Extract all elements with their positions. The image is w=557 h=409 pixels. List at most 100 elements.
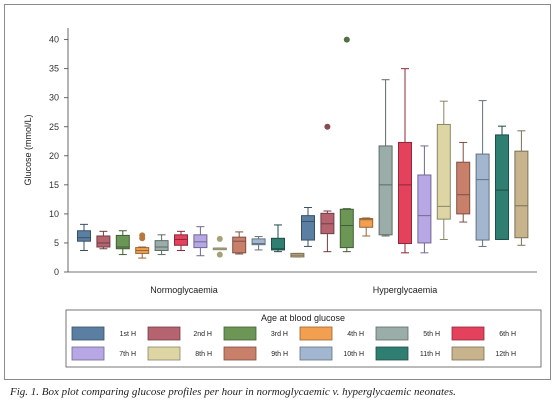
legend-item-10thh: 10th H <box>299 346 364 361</box>
box-hyperglycaemia-11thh <box>495 125 509 240</box>
box-iqr <box>436 123 451 220</box>
legend-label: 1st H <box>120 331 136 338</box>
outlier-point <box>139 232 146 239</box>
box-hyperglycaemia-4thh <box>359 217 374 237</box>
legend-swatch <box>375 346 409 361</box>
legend-swatch <box>147 346 181 361</box>
y-tick-label: 25 <box>49 122 59 132</box>
legend-item-1sth: 1st H <box>71 326 136 341</box>
legend-items: 1st H 2nd H 3rd H 4th H 5th H 6th H 7th H 8th H… <box>71 326 516 361</box>
legend-label: 5th H <box>423 331 440 338</box>
box-iqr <box>96 235 111 248</box>
legend-swatch <box>451 326 485 341</box>
legend-swatch <box>71 346 105 361</box>
outlier-point <box>343 36 350 43</box>
box-iqr <box>398 141 412 245</box>
legend-item-6thh: 6th H <box>451 326 516 341</box>
box-normoglycaemia-4thh <box>135 232 150 259</box>
box-hyperglycaemia-7thh <box>417 145 432 254</box>
box-iqr <box>301 215 315 241</box>
box-normoglycaemia-1sth <box>77 223 91 252</box>
y-tick-label: 20 <box>49 151 59 161</box>
y-tick-label: 0 <box>54 267 59 277</box>
box-hyperglycaemia-5thh <box>378 79 393 237</box>
legend-label: 10th H <box>343 351 364 358</box>
box-iqr <box>115 234 130 250</box>
box-hyperglycaemia-8thh <box>436 100 451 240</box>
legend-item-7thh: 7th H <box>71 346 136 361</box>
box-normoglycaemia-11thh <box>271 224 285 253</box>
legend-label: 6th H <box>499 331 516 338</box>
box-normoglycaemia-7thh <box>193 226 208 257</box>
outlier-point <box>324 123 331 130</box>
box-iqr <box>193 234 208 249</box>
box-iqr <box>174 234 188 246</box>
legend-item-11thh: 11th H <box>375 346 440 361</box>
legend-item-5thh: 5th H <box>375 326 440 341</box>
box-iqr <box>475 153 490 241</box>
legend-swatch <box>299 346 333 361</box>
figure-caption: Fig. 1. Box plot comparing glucose profi… <box>10 386 456 398</box>
group-label-normoglycaemia: Normoglycaemia <box>150 285 218 295</box>
y-axis-label: Glucose (mmol/L) <box>23 114 33 185</box>
legend-title: Age at blood glucose <box>261 313 345 323</box>
box-hyperglycaemia-10thh <box>475 100 490 247</box>
box-hyperglycaemia-9thh <box>456 141 471 223</box>
box-hyperglycaemia-3rdh <box>339 36 354 253</box>
y-tick-label: 5 <box>54 238 59 248</box>
legend-swatch <box>375 326 409 341</box>
group-label-hyperglycaemia: Hyperglycaemia <box>373 285 438 295</box>
box-iqr <box>271 237 285 251</box>
outlier-point <box>216 251 223 258</box>
box-hyperglycaemia-6thh <box>398 68 412 254</box>
legend-item-8thh: 8th H <box>147 346 212 361</box>
y-tick-label: 40 <box>49 35 59 45</box>
box-iqr <box>251 238 266 246</box>
box-normoglycaemia-8thh <box>212 235 227 258</box>
legend-item-4thh: 4th H <box>299 326 364 341</box>
legend: Age at blood glucose 1st H 2nd H 3rd H 4th … <box>65 309 542 368</box>
legend-item-3rdh: 3rd H <box>223 326 288 341</box>
box-normoglycaemia-3rdh <box>115 230 130 256</box>
box-normoglycaemia-9thh <box>232 231 247 255</box>
legend-label: 12th H <box>495 351 516 358</box>
legend-swatch <box>451 346 485 361</box>
box-hyperglycaemia-1sth <box>301 207 315 247</box>
box-iqr <box>417 174 432 244</box>
box-iqr <box>339 208 354 249</box>
y-ticks: 0 5 10 15 20 25 30 35 40 <box>49 35 68 277</box>
boxes <box>77 36 529 259</box>
legend-swatch <box>147 326 181 341</box>
box-normoglycaemia-10thh <box>251 236 266 251</box>
y-tick-label: 10 <box>49 209 59 219</box>
box-iqr <box>514 150 529 239</box>
box-iqr <box>456 161 471 215</box>
y-tick-label: 35 <box>49 64 59 74</box>
legend-label: 11th H <box>420 351 440 358</box>
box-iqr <box>154 240 169 252</box>
legend-label: 7th H <box>119 351 136 358</box>
box-normoglycaemia-12thh <box>290 252 305 258</box>
box-hyperglycaemia-2ndh <box>320 123 335 253</box>
legend-label: 8th H <box>195 351 212 358</box>
box-iqr <box>77 230 91 242</box>
legend-item-12thh: 12th H <box>451 346 516 361</box>
box-normoglycaemia-2ndh <box>96 230 111 250</box>
legend-swatch <box>223 326 257 341</box>
box-normoglycaemia-6thh <box>174 230 188 252</box>
legend-item-9thh: 9th H <box>223 346 288 361</box>
outlier-point <box>216 235 223 242</box>
group-labels: Normoglycaemia Hyperglycaemia <box>150 285 437 295</box>
legend-swatch <box>71 326 105 341</box>
legend-label: 2nd H <box>193 331 212 338</box>
legend-label: 9th H <box>271 351 288 358</box>
box-hyperglycaemia-12thh <box>514 130 529 246</box>
legend-label: 4th H <box>347 331 364 338</box>
y-tick-label: 30 <box>49 93 59 103</box>
box-iqr <box>378 145 393 236</box>
legend-swatch <box>299 326 333 341</box>
legend-swatch <box>223 346 257 361</box>
box-normoglycaemia-5thh <box>154 234 169 256</box>
box-iqr <box>359 218 374 228</box>
legend-item-2ndh: 2nd H <box>147 326 212 341</box>
